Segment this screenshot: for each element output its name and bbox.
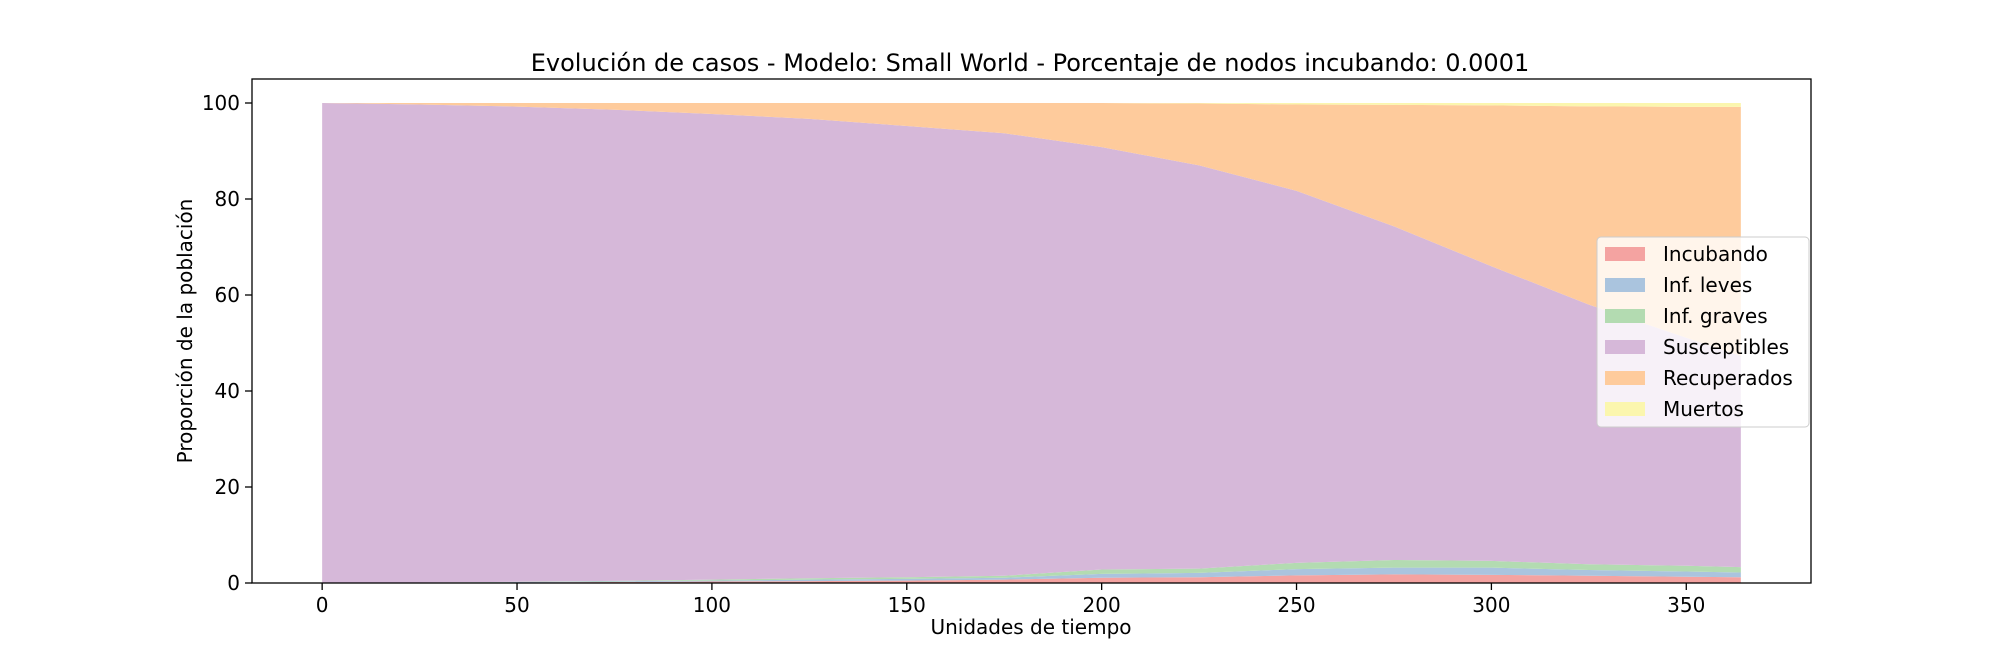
legend-label: Inf. leves	[1663, 273, 1752, 297]
x-axis-ticks: 0 50 100 150 200 250 300 350	[316, 583, 1705, 617]
legend: Incubando Inf. leves Inf. graves Susceptibl…	[1596, 236, 1810, 428]
legend-swatch	[1605, 247, 1645, 261]
y-tick-label: 20	[215, 475, 240, 499]
y-axis-label: Proporción de la población	[173, 199, 197, 464]
series-area-2	[322, 559, 1741, 583]
legend-swatch	[1605, 402, 1645, 416]
legend-swatch	[1605, 309, 1645, 323]
y-tick-label: 80	[215, 187, 240, 211]
x-tick-label: 250	[1277, 593, 1315, 617]
legend-label: Muertos	[1663, 397, 1744, 421]
plot-frame	[251, 78, 1812, 584]
legend-swatch	[1605, 278, 1645, 292]
series-area-3	[322, 103, 1741, 583]
legend-label: Incubando	[1663, 242, 1768, 266]
series-area-4	[322, 103, 1741, 356]
chart-title: Evolución de casos - Modelo: Small World…	[531, 49, 1530, 77]
legend-swatch	[1605, 371, 1645, 385]
series-areas	[322, 103, 1741, 583]
x-tick-label: 0	[316, 593, 329, 617]
series-area-0	[322, 574, 1741, 583]
x-tick-label: 300	[1472, 593, 1510, 617]
x-tick-label: 200	[1083, 593, 1121, 617]
legend-swatch	[1605, 340, 1645, 354]
series-area-1	[322, 567, 1741, 583]
y-tick-label: 0	[227, 571, 240, 595]
legend-label: Susceptibles	[1663, 335, 1789, 359]
x-axis-label: Unidades de tiempo	[930, 615, 1131, 639]
y-tick-label: 100	[202, 91, 240, 115]
x-tick-label: 50	[504, 593, 529, 617]
legend-box	[1596, 236, 1810, 428]
x-tick-label: 150	[888, 593, 926, 617]
y-tick-label: 40	[215, 379, 240, 403]
y-axis-ticks: 0 20 40 60 80 100	[202, 91, 252, 595]
y-tick-label: 60	[215, 283, 240, 307]
legend-label: Inf. graves	[1663, 304, 1768, 328]
series-area-5	[322, 103, 1741, 107]
x-tick-label: 350	[1667, 593, 1705, 617]
legend-label: Recuperados	[1663, 366, 1793, 390]
x-tick-label: 100	[693, 593, 731, 617]
